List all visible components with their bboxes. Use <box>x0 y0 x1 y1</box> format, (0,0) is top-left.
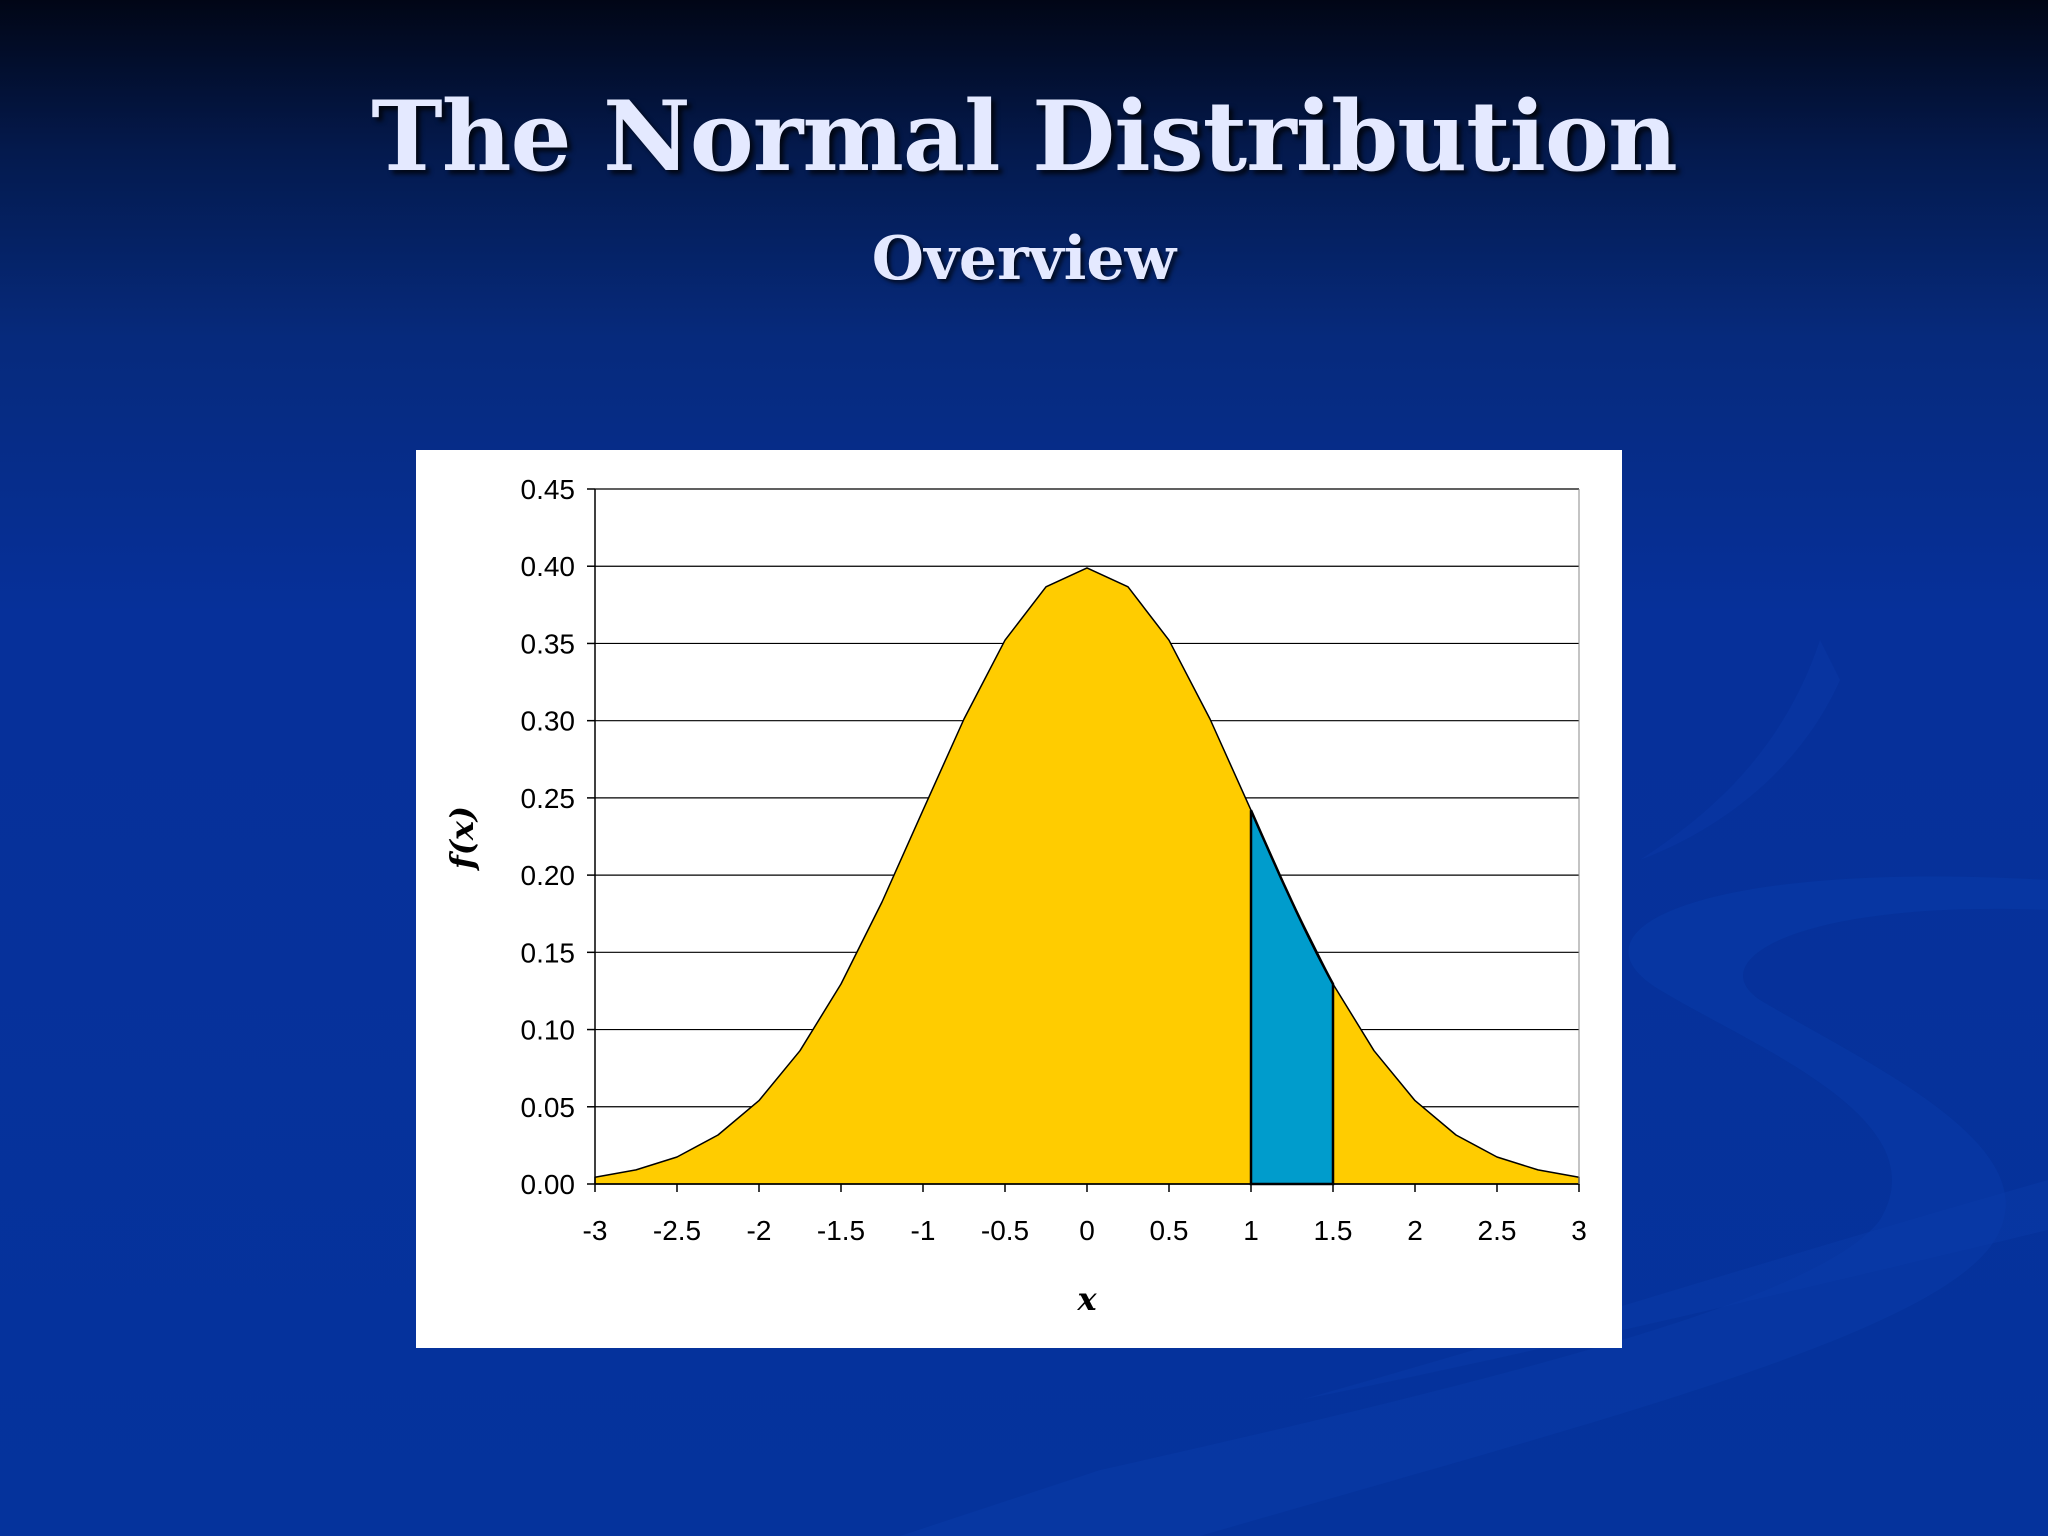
y-tick-label: 0.30 <box>521 706 576 737</box>
chart-panel: 0.00 0.05 0.10 0.15 0.20 0.25 0.30 0.35 0.40 0.45… <box>416 450 1622 1348</box>
shaded-interval-area <box>1249 809 1335 1186</box>
x-tick-label: 1 <box>1243 1215 1259 1246</box>
slide-title: The Normal Distribution <box>371 80 1677 193</box>
density-curve-area <box>594 567 1580 1185</box>
plot-areas <box>594 567 1580 1186</box>
x-tick-label: -3 <box>583 1215 608 1246</box>
x-tick-label: 0 <box>1079 1215 1095 1246</box>
normal-distribution-chart: 0.00 0.05 0.10 0.15 0.20 0.25 0.30 0.35 0.40 0.45… <box>443 474 1587 1318</box>
y-tick-label: 0.15 <box>521 937 576 968</box>
y-tick-label: 0.40 <box>521 551 576 582</box>
y-tick-labels: 0.00 0.05 0.10 0.15 0.20 0.25 0.30 0.35 0.40 0.45 <box>521 474 576 1200</box>
y-axis-title: f(x) <box>443 806 481 871</box>
x-tick-labels: -3 -2.5 -2 -1.5 -1 -0.5 0 0.5 1 1.5 2 2.5 3 <box>583 1215 1587 1246</box>
x-tick-label: 3 <box>1571 1215 1587 1246</box>
x-tick-label: 2 <box>1407 1215 1423 1246</box>
x-tick-label: -2.5 <box>653 1215 701 1246</box>
y-tick-label: 0.20 <box>521 860 576 891</box>
axes <box>587 488 1580 1192</box>
x-tick-label: -2 <box>747 1215 772 1246</box>
x-tick-label: 2.5 <box>1478 1215 1517 1246</box>
y-tick-label: 0.05 <box>521 1092 576 1123</box>
y-tick-label: 0.00 <box>521 1169 576 1200</box>
x-tick-label: -1.5 <box>817 1215 865 1246</box>
y-tick-label: 0.25 <box>521 783 576 814</box>
x-tick-label: -0.5 <box>981 1215 1029 1246</box>
x-tick-label: 0.5 <box>1150 1215 1189 1246</box>
slide-subtitle: Overview <box>871 224 1177 294</box>
y-tick-label: 0.45 <box>521 474 576 505</box>
x-tick-label: -1 <box>911 1215 936 1246</box>
x-axis-title: x <box>1076 1280 1097 1318</box>
x-tick-label: 1.5 <box>1314 1215 1353 1246</box>
y-tick-label: 0.35 <box>521 628 576 659</box>
y-tick-label: 0.10 <box>521 1015 576 1046</box>
